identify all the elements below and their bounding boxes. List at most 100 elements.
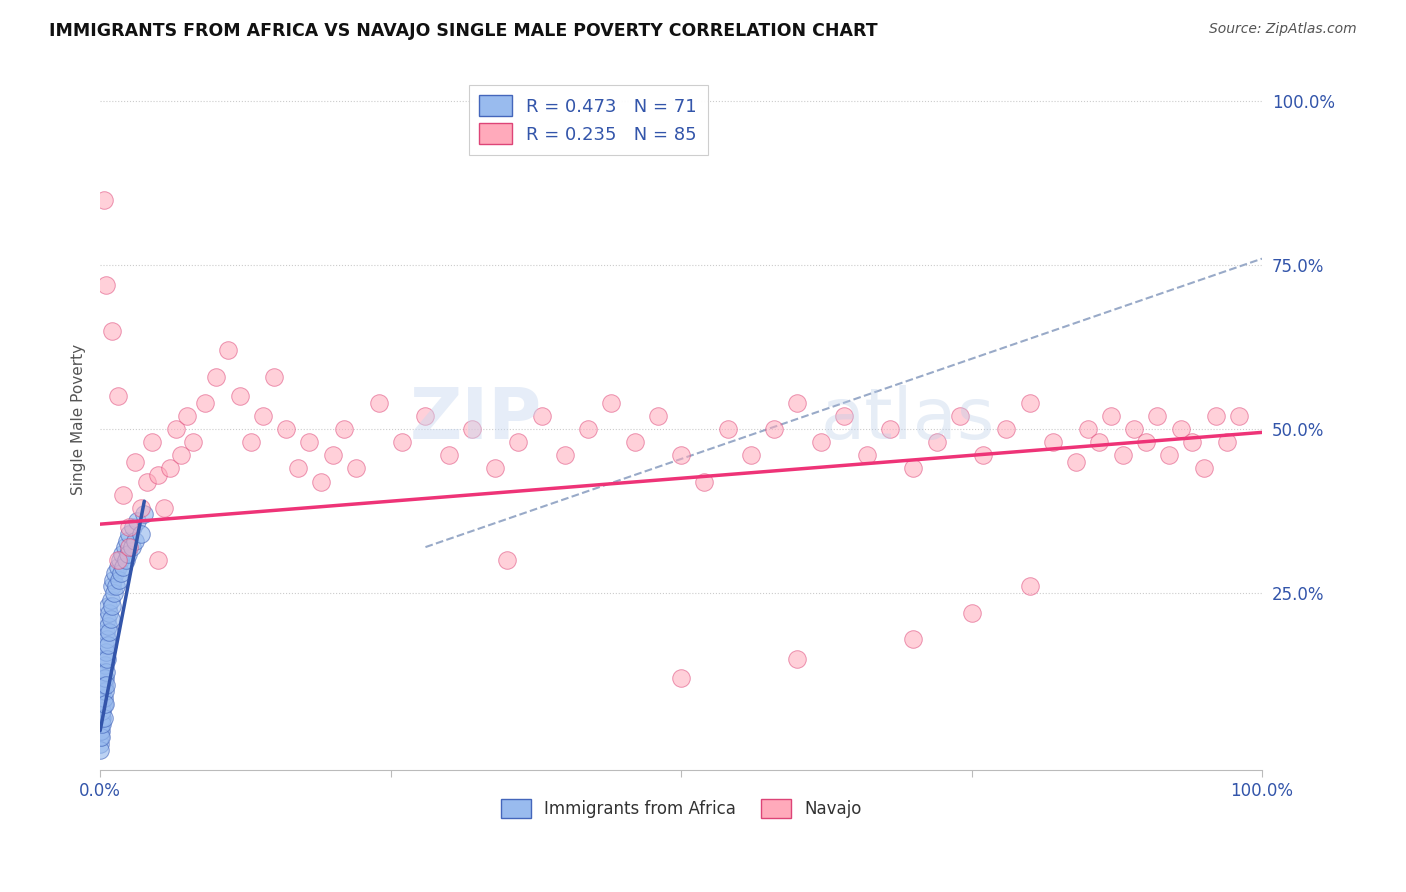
Point [89,723,111,738]
Point [298,435,321,450]
Point [461,422,484,436]
Point [107,573,129,587]
Point [1077,422,1099,436]
Point [995,422,1018,436]
Point [508,435,530,450]
Point [90,723,112,738]
Point [1216,435,1239,450]
Point [129,527,152,541]
Point [495,553,517,567]
Point [94,625,117,640]
Point [1205,409,1227,423]
Point [576,422,599,436]
Point [94,277,117,292]
Point [170,448,193,462]
Point [100,599,122,613]
Point [97,639,120,653]
Point [90,684,112,698]
Point [1157,448,1180,462]
Point [194,396,217,410]
Point [108,553,131,567]
Point [134,508,156,522]
Point [91,684,114,698]
Point [94,665,117,679]
Point [93,671,115,685]
Point [530,409,553,423]
Point [91,665,114,679]
Point [1135,435,1157,450]
Point [104,566,127,581]
Point [93,710,115,724]
Point [159,461,181,475]
Point [93,698,115,712]
Point [176,409,198,423]
Point [100,612,122,626]
Point [903,461,925,475]
Point [101,573,124,587]
Point [124,533,146,548]
Point [1123,422,1146,436]
Point [93,690,115,705]
Point [228,389,250,403]
Point [97,599,120,613]
Point [96,612,118,626]
Point [110,566,132,581]
Point [94,658,117,673]
Point [1064,455,1087,469]
Point [763,422,786,436]
Point [96,632,118,646]
Point [832,409,855,423]
Point [94,671,117,685]
Point [94,698,117,712]
Point [93,193,115,207]
Point [415,409,437,423]
Point [93,678,115,692]
Point [217,343,239,358]
Point [129,500,152,515]
Point [90,710,112,724]
Point [97,619,120,633]
Text: atlas: atlas [821,384,995,454]
Point [98,606,121,620]
Point [127,514,149,528]
Point [786,651,808,665]
Point [105,579,128,593]
Point [1192,461,1215,475]
Point [205,369,228,384]
Point [100,592,122,607]
Point [94,639,117,653]
Point [623,435,645,450]
Point [949,409,972,423]
Point [100,579,122,593]
Point [91,698,114,712]
Point [91,710,114,724]
Point [1099,409,1122,423]
Point [1146,409,1168,423]
Point [1170,422,1192,436]
Point [94,678,117,692]
Point [879,422,901,436]
Point [693,475,716,489]
Point [554,448,576,462]
Point [118,527,141,541]
Point [103,586,125,600]
Point [153,500,176,515]
Point [89,717,111,731]
Point [484,461,506,475]
Point [98,625,121,640]
Point [1042,435,1064,450]
Y-axis label: Single Male Poverty: Single Male Poverty [72,343,86,495]
Point [925,435,948,450]
Point [91,678,114,692]
Point [91,717,114,731]
Point [1227,409,1250,423]
Point [1088,435,1111,450]
Point [91,704,114,718]
Point [309,475,332,489]
Point [100,324,122,338]
Point [740,448,762,462]
Point [856,448,879,462]
Point [117,547,139,561]
Text: IMMIGRANTS FROM AFRICA VS NAVAJO SINGLE MALE POVERTY CORRELATION CHART: IMMIGRANTS FROM AFRICA VS NAVAJO SINGLE … [49,22,877,40]
Point [121,540,143,554]
